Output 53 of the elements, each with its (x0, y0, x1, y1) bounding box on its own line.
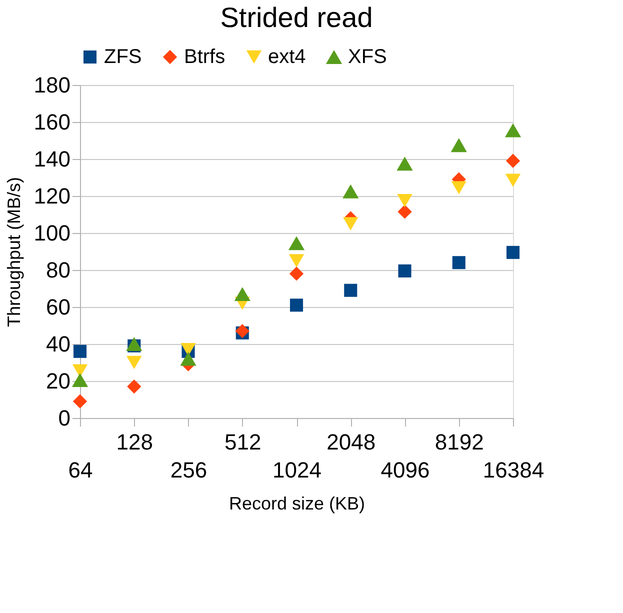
point (505, 174, 521, 187)
point (288, 254, 304, 268)
point (126, 356, 142, 370)
point (288, 236, 305, 250)
point (127, 379, 142, 394)
point (450, 138, 467, 152)
x-tick-label: 4096 (380, 458, 430, 482)
point (451, 181, 466, 194)
point (344, 284, 358, 297)
x-tick-label: 256 (170, 458, 208, 482)
x-tick-label: 8192 (434, 430, 484, 454)
y-tick-label: 0 (58, 406, 70, 430)
point (506, 246, 520, 259)
y-tick-label: 120 (34, 184, 70, 208)
x-tick-label: 64 (68, 458, 93, 482)
point (234, 287, 250, 302)
y-tick-label: 140 (34, 146, 70, 172)
legend-label: Btrfs (184, 46, 226, 68)
y-tick-label: 160 (34, 110, 70, 134)
y-tick-label: 60 (46, 294, 70, 320)
x-tick-label: 128 (116, 430, 153, 454)
point (397, 194, 412, 208)
y-tick-label: 40 (46, 332, 70, 356)
x-tick-label: 2048 (326, 430, 376, 454)
point (398, 264, 412, 278)
legend-label: ZFS (104, 46, 142, 68)
x-tick-label: 16384 (482, 458, 544, 482)
y-axis-title: Throughput (MB/s) (4, 176, 24, 328)
point (72, 373, 88, 388)
x-tick-label: 1024 (272, 458, 322, 482)
point (506, 154, 520, 168)
point (289, 266, 304, 281)
point (290, 298, 304, 312)
point (180, 352, 196, 366)
point (73, 344, 87, 358)
point (504, 123, 522, 138)
x-axis-title: Record size (KB) (228, 494, 366, 514)
point (452, 256, 466, 270)
point (342, 184, 359, 198)
y-tick-label: 180 (34, 72, 70, 98)
point (235, 324, 250, 338)
y-tick-label: 80 (46, 258, 70, 282)
point (72, 364, 88, 378)
chart-title: Strided read (220, 2, 373, 33)
point (343, 217, 358, 230)
point (396, 156, 413, 171)
y-tick-label: 20 (46, 368, 70, 394)
point (72, 394, 88, 408)
x-tick-label: 512 (224, 430, 262, 454)
legend-label: ext4 (268, 46, 306, 68)
legend-label: XFS (348, 46, 387, 68)
y-tick-label: 100 (34, 220, 70, 246)
point (398, 204, 412, 219)
